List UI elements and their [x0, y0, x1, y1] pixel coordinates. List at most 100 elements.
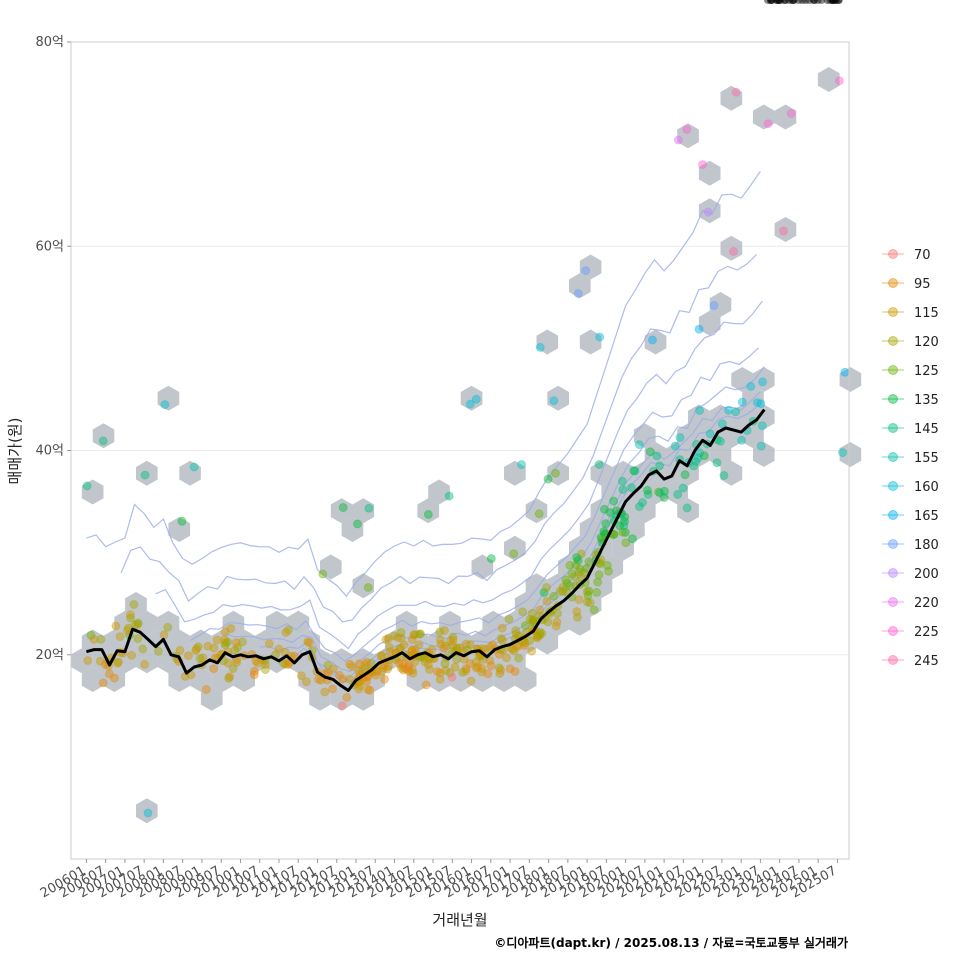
transaction-point	[737, 435, 747, 445]
transaction-point	[237, 637, 247, 647]
transaction-point	[831, 0, 840, 4]
hexbin-cell	[493, 667, 515, 692]
transaction-point	[573, 556, 583, 565]
hexbin-cell	[504, 535, 526, 561]
transaction-point	[724, 405, 733, 415]
transaction-point	[511, 630, 521, 639]
legend-label: 160	[914, 480, 939, 495]
legend-key-point	[888, 278, 898, 288]
transaction-point	[601, 519, 611, 529]
transaction-point	[655, 488, 665, 498]
transaction-point	[810, 0, 818, 4]
hexbin-cell	[417, 498, 440, 524]
transaction-point	[448, 635, 458, 645]
transaction-point	[114, 657, 123, 667]
transaction-point	[643, 485, 652, 495]
transaction-point	[496, 665, 506, 675]
legend-key-point	[888, 423, 898, 433]
transaction-point	[471, 657, 481, 667]
hexbin-cell	[136, 648, 158, 674]
transaction-point	[673, 135, 683, 145]
legend-label: 115	[914, 306, 939, 321]
transaction-point	[774, 0, 783, 4]
transaction-point	[448, 632, 458, 642]
hexbin-cell	[688, 442, 710, 467]
hexbin-cell	[136, 460, 158, 486]
transaction-point	[509, 549, 519, 559]
transaction-point	[572, 607, 582, 617]
transaction-point	[786, 109, 796, 118]
transaction-point	[193, 642, 203, 652]
transaction-point	[301, 677, 311, 687]
y-tick-label: 20억	[35, 648, 64, 663]
transaction-point	[383, 664, 393, 674]
hexbin-cell	[817, 67, 840, 92]
transaction-point	[98, 436, 108, 446]
hexbin-cell	[698, 160, 721, 186]
transaction-point	[689, 461, 699, 471]
transaction-point	[249, 670, 259, 680]
hexbin-cell	[677, 498, 699, 524]
hexbin-cell	[92, 423, 115, 449]
transaction-point	[535, 630, 545, 640]
transaction-point	[377, 666, 387, 676]
transaction-point	[198, 653, 208, 663]
transaction-point	[396, 628, 406, 637]
transaction-point	[436, 639, 446, 649]
transaction-point	[525, 636, 535, 646]
transaction-point	[595, 559, 605, 569]
transaction-point	[834, 0, 843, 4]
transaction-point	[527, 608, 537, 618]
transaction-point	[394, 658, 404, 668]
transaction-point	[619, 520, 629, 530]
hexbin-cell	[742, 423, 764, 449]
transaction-point	[659, 493, 669, 502]
transaction-point	[410, 657, 420, 667]
transaction-point	[192, 644, 201, 654]
transaction-point	[763, 119, 773, 129]
hexbin-cell	[709, 292, 732, 317]
median-price-line	[86, 408, 766, 692]
legend-key-point	[888, 365, 898, 375]
transaction-point	[353, 666, 363, 675]
transaction-point	[626, 483, 636, 493]
hexbin-cell	[406, 667, 429, 692]
hexbin-cell	[504, 648, 526, 674]
transaction-point	[576, 572, 586, 582]
transaction-point	[570, 572, 579, 582]
hexbin-cell	[168, 517, 191, 542]
hexbin-cell	[709, 442, 732, 467]
transaction-point	[378, 663, 388, 672]
transaction-point	[409, 630, 419, 640]
transaction-point	[440, 659, 450, 669]
transaction-point	[609, 496, 619, 506]
transaction-point	[113, 658, 122, 668]
transaction-point	[582, 597, 592, 607]
transaction-point	[401, 664, 411, 674]
transaction-point	[86, 630, 96, 640]
hexbin-cell	[547, 573, 569, 599]
transaction-point	[397, 663, 407, 673]
transaction-point	[507, 644, 517, 654]
transaction-point	[504, 614, 514, 624]
hexbin-cell	[449, 667, 472, 692]
hexbin-cell	[579, 592, 602, 617]
transaction-point	[790, 0, 798, 4]
transaction-point	[230, 645, 240, 655]
transaction-point	[458, 667, 467, 677]
transaction-point	[260, 665, 270, 675]
legend-label: 120	[914, 335, 939, 350]
transaction-point	[705, 429, 715, 439]
transaction-point	[410, 645, 420, 655]
transaction-point	[752, 398, 762, 408]
transaction-point	[675, 433, 685, 443]
hexbin-cell	[753, 404, 775, 430]
density-contour	[120, 254, 758, 623]
transaction-point	[533, 631, 543, 641]
transaction-point	[573, 289, 583, 298]
density-contour	[224, 366, 765, 673]
transaction-point	[828, 0, 837, 4]
transaction-point	[354, 684, 364, 694]
transaction-point	[785, 0, 794, 4]
transaction-point	[448, 640, 458, 650]
